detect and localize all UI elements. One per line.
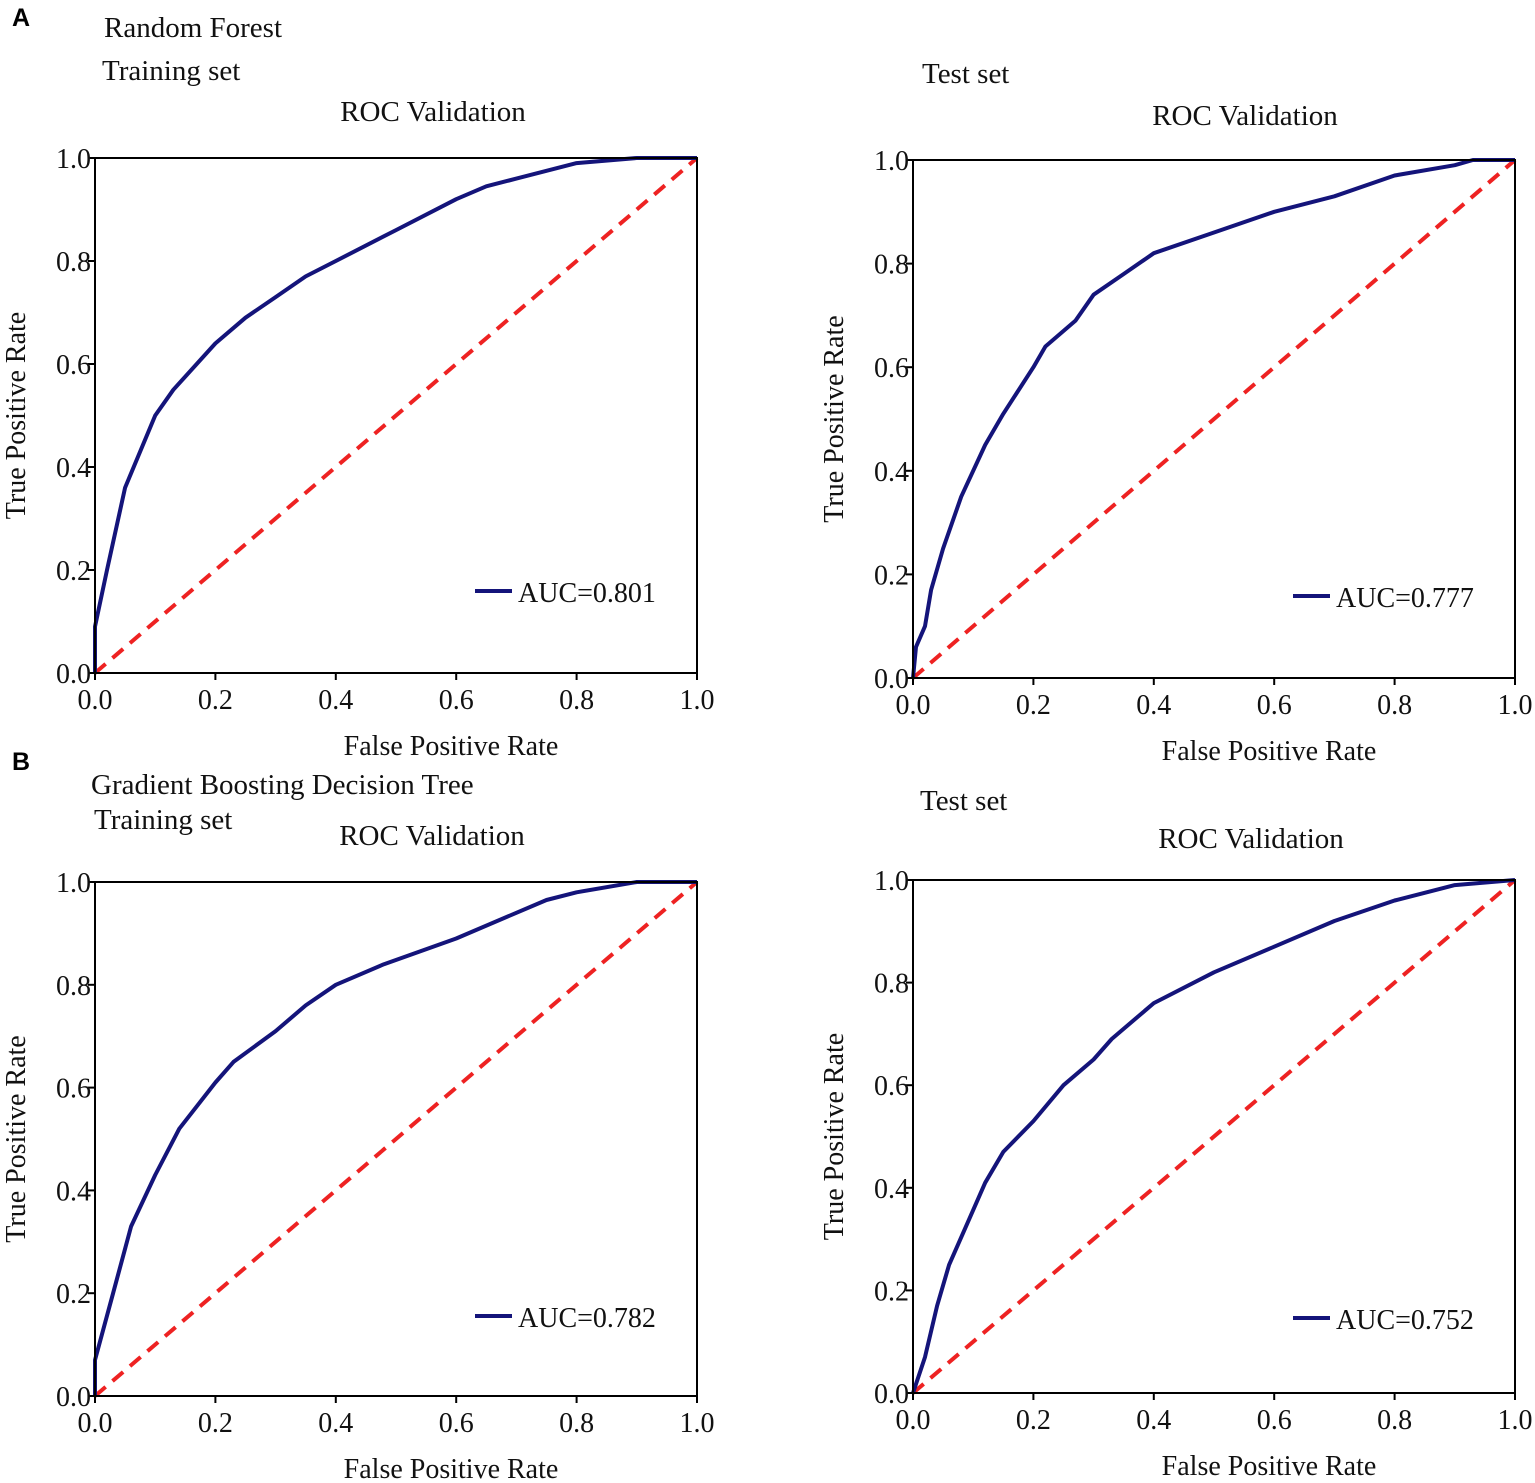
legend-label: AUC=0.777 bbox=[1336, 583, 1474, 614]
x-tick-label: 0.0 bbox=[78, 1408, 113, 1439]
x-tick-label: 1.0 bbox=[1498, 1405, 1533, 1436]
y-axis-title: True Positive Rate bbox=[1, 1035, 32, 1242]
x-tick-label: 0.4 bbox=[318, 1408, 353, 1439]
x-tick-label: 1.0 bbox=[680, 685, 715, 716]
x-axis-title: False Positive Rate bbox=[1162, 1451, 1377, 1482]
panel-b-letter: B bbox=[12, 748, 30, 776]
roc-chart-4: ROC Validation 0.0 0.2 0.4 0.6 0.8 1.0 0.0 0.2 0.… bbox=[819, 823, 1533, 1482]
roc-chart-1: ROC Validation 0.0 0.2 0.4 0.6 0.8 1.0 0.0 0.2 0.… bbox=[1, 96, 715, 762]
x-axis-title: False Positive Rate bbox=[344, 731, 559, 762]
chance-diagonal-line bbox=[93, 880, 699, 1398]
y-tick-label: 0.8 bbox=[56, 971, 91, 1002]
chart-title: ROC Validation bbox=[1158, 823, 1344, 855]
x-tick-label: 0.6 bbox=[1257, 690, 1292, 721]
panel-a-letter: A bbox=[12, 4, 30, 32]
chance-diagonal-line bbox=[911, 158, 1517, 680]
panel-a-test-label: Test set bbox=[922, 58, 1009, 90]
legend-label: AUC=0.752 bbox=[1336, 1305, 1474, 1336]
y-tick-label: 0.6 bbox=[56, 1074, 91, 1105]
y-axis-title: True Positive Rate bbox=[819, 1033, 850, 1240]
panel-a-model-title: Random Forest bbox=[104, 12, 282, 44]
y-tick-label: 1.0 bbox=[874, 866, 909, 897]
y-tick-label: 0.8 bbox=[874, 969, 909, 1000]
roc-chart-3: ROC Validation 0.0 0.2 0.4 0.6 0.8 1.0 0.0 0.2 0.… bbox=[1, 820, 715, 1483]
x-tick-label: 0.2 bbox=[1016, 1405, 1051, 1436]
legend: AUC=0.752 bbox=[1293, 1305, 1474, 1336]
chance-diagonal-line bbox=[911, 878, 1517, 1395]
plot-frame bbox=[94, 881, 698, 1397]
legend-label: AUC=0.801 bbox=[518, 578, 656, 609]
x-tick-label: 0.8 bbox=[1377, 690, 1412, 721]
roc-curve bbox=[93, 880, 697, 1396]
x-tick-label: 1.0 bbox=[1498, 690, 1533, 721]
y-axis-title: True Positive Rate bbox=[819, 315, 850, 522]
chart-title: ROC Validation bbox=[339, 820, 525, 852]
y-tick-label: 0.0 bbox=[874, 1379, 909, 1410]
x-tick-label: 0.2 bbox=[198, 685, 233, 716]
roc-curve bbox=[911, 878, 1516, 1394]
panel-b-test-label: Test set bbox=[920, 785, 1007, 817]
x-tick-label: 0.4 bbox=[1136, 1405, 1171, 1436]
plot-frame bbox=[94, 157, 698, 674]
panel-a-train-label: Training set bbox=[102, 55, 240, 87]
legend-label: AUC=0.782 bbox=[518, 1303, 656, 1334]
panel-b-model-title: Gradient Boosting Decision Tree bbox=[91, 769, 474, 801]
y-tick-label: 1.0 bbox=[56, 144, 91, 175]
y-tick-label: 0.0 bbox=[874, 664, 909, 695]
roc-chart-2: ROC Validation 0.0 0.2 0.4 0.6 0.8 1.0 0.0 0.2 0.… bbox=[819, 100, 1533, 767]
x-tick-label: 1.0 bbox=[680, 1408, 715, 1439]
x-tick-label: 0.8 bbox=[559, 1408, 594, 1439]
y-axis-title: True Positive Rate bbox=[1, 312, 32, 519]
y-tick-label: 0.6 bbox=[56, 350, 91, 381]
x-tick-label: 0.0 bbox=[78, 685, 113, 716]
roc-curve bbox=[93, 156, 697, 673]
x-tick-label: 0.6 bbox=[439, 685, 474, 716]
plot-frame bbox=[912, 159, 1516, 679]
y-tick-label: 0.2 bbox=[874, 1276, 909, 1307]
y-tick-label: 0.0 bbox=[56, 659, 91, 690]
y-tick-label: 0.4 bbox=[874, 457, 909, 488]
chance-diagonal-line bbox=[93, 156, 699, 675]
legend: AUC=0.777 bbox=[1293, 583, 1474, 614]
x-axis-title: False Positive Rate bbox=[1162, 736, 1377, 767]
x-tick-label: 0.0 bbox=[896, 690, 931, 721]
x-tick-label: 0.8 bbox=[1377, 1405, 1412, 1436]
plot-frame bbox=[912, 879, 1516, 1394]
x-tick-label: 0.4 bbox=[318, 685, 353, 716]
y-tick-label: 0.8 bbox=[56, 247, 91, 278]
y-tick-label: 0.2 bbox=[56, 1279, 91, 1310]
y-tick-label: 0.4 bbox=[56, 453, 91, 484]
y-tick-label: 0.0 bbox=[56, 1382, 91, 1413]
chart-title: ROC Validation bbox=[1152, 100, 1338, 132]
x-tick-label: 0.6 bbox=[1257, 1405, 1292, 1436]
y-tick-label: 0.6 bbox=[874, 353, 909, 384]
x-tick-label: 0.0 bbox=[896, 1405, 931, 1436]
x-tick-label: 0.4 bbox=[1136, 690, 1171, 721]
x-tick-label: 0.2 bbox=[198, 1408, 233, 1439]
y-tick-label: 0.2 bbox=[56, 556, 91, 587]
panel-b-train-label: Training set bbox=[94, 804, 232, 836]
y-tick-label: 0.4 bbox=[874, 1174, 909, 1205]
x-tick-label: 0.6 bbox=[439, 1408, 474, 1439]
x-tick-label: 0.8 bbox=[559, 685, 594, 716]
legend: AUC=0.801 bbox=[475, 578, 656, 609]
roc-curve bbox=[911, 158, 1515, 679]
x-axis-title: False Positive Rate bbox=[344, 1454, 559, 1483]
chart-title: ROC Validation bbox=[340, 96, 526, 128]
y-tick-label: 0.8 bbox=[874, 250, 909, 281]
y-tick-label: 0.2 bbox=[874, 560, 909, 591]
x-tick-label: 0.2 bbox=[1016, 690, 1051, 721]
y-tick-label: 1.0 bbox=[874, 146, 909, 177]
y-tick-label: 0.4 bbox=[56, 1176, 91, 1207]
legend: AUC=0.782 bbox=[475, 1303, 656, 1334]
y-tick-label: 1.0 bbox=[56, 868, 91, 899]
y-tick-label: 0.6 bbox=[874, 1071, 909, 1102]
